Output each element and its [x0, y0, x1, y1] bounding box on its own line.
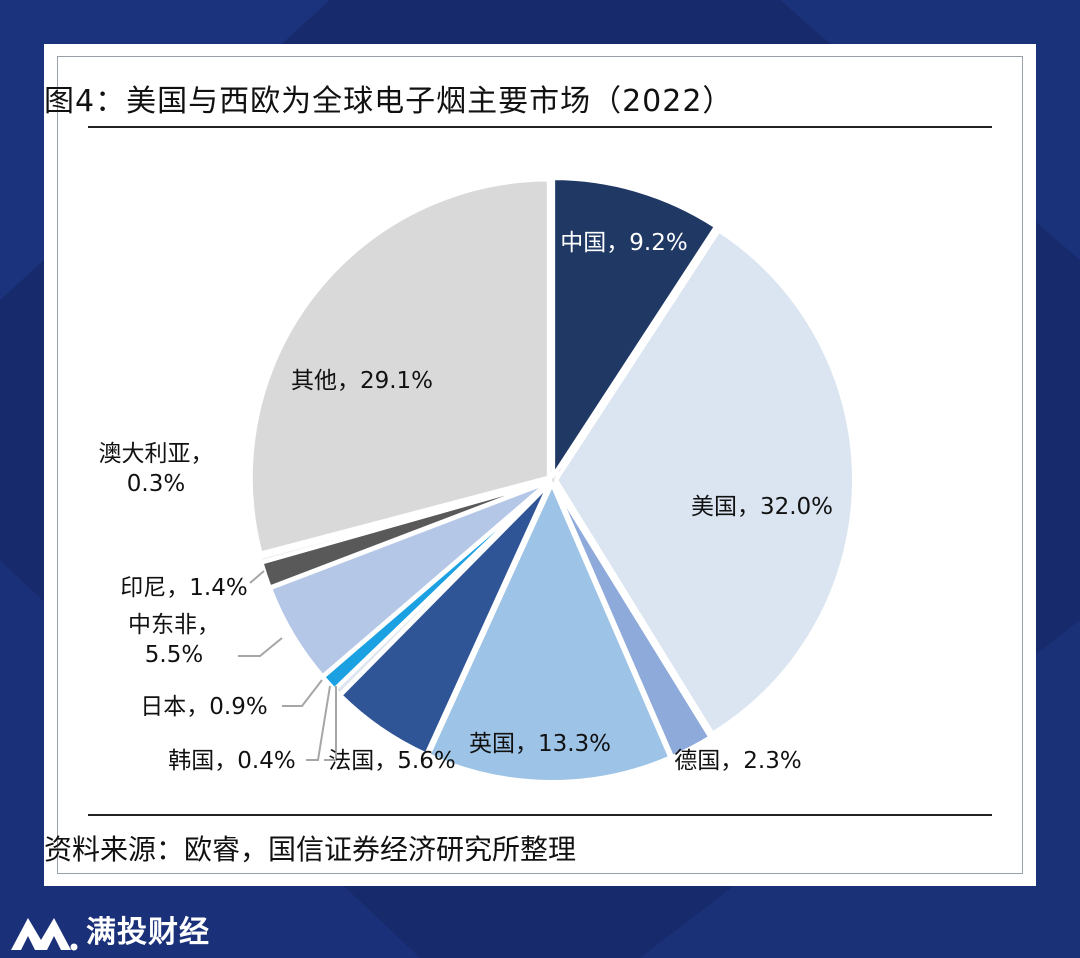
- leader-lines: [238, 570, 337, 761]
- slice-label-1: 中国，9.2%: [560, 230, 687, 256]
- pie-slice-1: [551, 176, 718, 479]
- source-rule: [88, 814, 992, 816]
- mantou-logo-icon: [11, 918, 78, 951]
- leader-line-9: [249, 570, 265, 584]
- slice-label-8: 中东非， 5.5%: [128, 612, 220, 668]
- slice-label-5: 法国，5.6%: [328, 748, 455, 774]
- leader-line-7: [282, 679, 323, 707]
- title-rule: [88, 126, 992, 128]
- slice-label-10: 澳大利亚， 0.3%: [99, 441, 214, 497]
- leader-line-8: [238, 637, 283, 657]
- slice-label-7: 日本，0.9%: [140, 694, 267, 720]
- figure-title: 图4：美国与西欧为全球电子烟主要市场（2022）: [44, 84, 734, 119]
- leader-line-5: [324, 686, 337, 761]
- figure-frame: [57, 56, 1023, 874]
- pie-slice-2: [554, 228, 856, 736]
- slice-label-3: 德国，2.3%: [674, 748, 801, 774]
- slice-label-9: 印尼，1.4%: [120, 575, 247, 601]
- slice-label-11: 其他，29.1%: [291, 368, 433, 394]
- slice-label-6: 韩国，0.4%: [168, 748, 295, 774]
- pie-slice-10: [257, 479, 551, 565]
- leader-line-6: [306, 685, 331, 761]
- slice-label-2: 美国，32.0%: [691, 494, 833, 520]
- footer-brand: 满投财经: [86, 915, 210, 950]
- pie-slices: [248, 176, 856, 784]
- slice-label-4: 英国，13.3%: [469, 731, 611, 757]
- slice-labels: 中国，9.2% 美国，32.0% 德国，2.3% 英国，13.3% 法国，5.6% 韩国，…: [99, 230, 834, 774]
- pie-slice-11: [248, 177, 551, 556]
- pie-slice-4: [426, 482, 673, 784]
- figure-source: 资料来源：欧睿，国信证券经济研究所整理: [44, 833, 577, 866]
